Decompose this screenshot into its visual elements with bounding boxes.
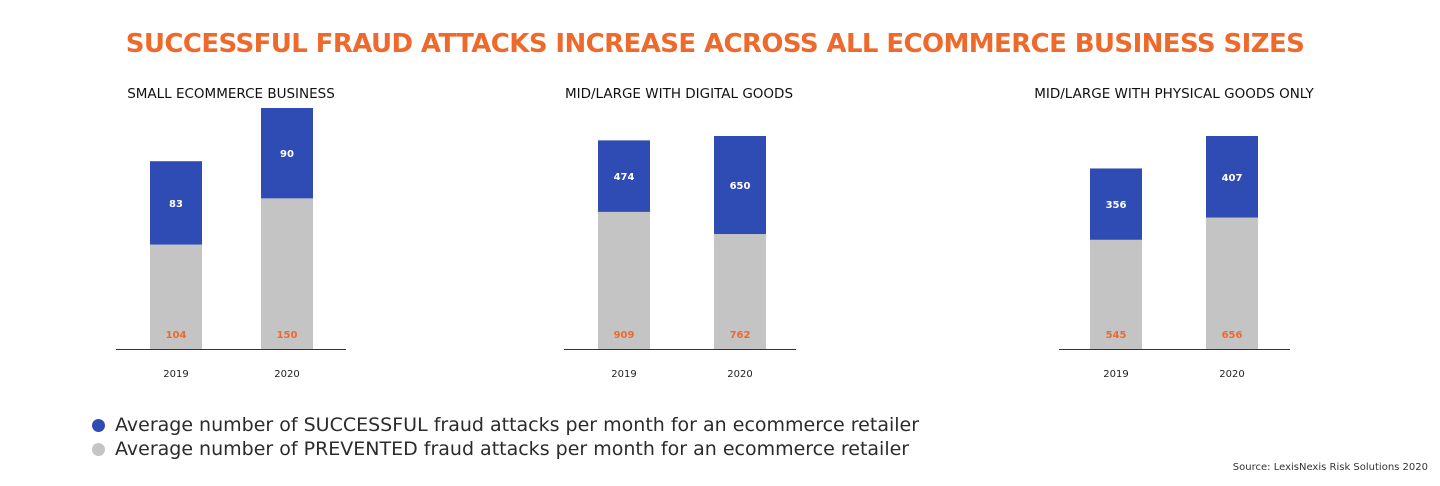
bar-successful	[598, 140, 650, 212]
legend-item-prevented: Average number of PREVENTED fraud attack…	[92, 437, 919, 461]
chart-title: MID/LARGE WITH PHYSICAL GOODS ONLY	[1034, 86, 1314, 102]
legend-item-successful: Average number of SUCCESSFUL fraud attac…	[92, 413, 919, 437]
bar-prevented	[714, 234, 766, 349]
data-label-successful: 407	[1222, 173, 1243, 184]
data-label-prevented: 545	[1106, 330, 1127, 341]
x-tick-label: 2020	[274, 369, 299, 380]
bar-prevented	[1090, 239, 1142, 349]
bar-successful	[1090, 168, 1142, 240]
data-label-prevented: 909	[614, 330, 635, 341]
data-label-successful: 90	[280, 149, 294, 160]
bar-successful	[1206, 136, 1258, 218]
chart-title: SMALL ECOMMERCE BUSINESS	[127, 86, 335, 102]
source-note: Source: LexisNexis Risk Solutions 2020	[1232, 462, 1428, 473]
bar-successful	[714, 136, 766, 235]
legend-swatch-successful	[92, 418, 105, 432]
data-label-prevented: 656	[1222, 330, 1243, 341]
data-label-successful: 474	[614, 172, 635, 183]
bar-prevented	[1206, 217, 1258, 349]
bar-successful	[261, 108, 313, 199]
data-label-successful: 356	[1106, 200, 1127, 211]
bar-successful	[150, 161, 202, 245]
legend: Average number of SUCCESSFUL fraud attac…	[92, 413, 919, 461]
legend-label-prevented: Average number of PREVENTED fraud attack…	[115, 438, 910, 460]
legend-label-successful: Average number of SUCCESSFUL fraud attac…	[115, 414, 920, 436]
data-label-prevented: 150	[277, 330, 298, 341]
bar-prevented	[150, 244, 202, 349]
data-label-successful: 650	[730, 181, 751, 192]
chart-title: MID/LARGE WITH DIGITAL GOODS	[565, 86, 793, 102]
x-tick-label: 2019	[611, 369, 636, 380]
legend-swatch-prevented	[92, 442, 105, 456]
x-tick-label: 2019	[163, 369, 188, 380]
data-label-prevented: 762	[730, 330, 751, 341]
x-tick-label: 2020	[727, 369, 752, 380]
data-label-successful: 83	[169, 199, 183, 210]
x-tick-label: 2020	[1219, 369, 1244, 380]
page-title: SUCCESSFUL FRAUD ATTACKS INCREASE ACROSS…	[125, 29, 1305, 59]
charts-area: SMALL ECOMMERCE BUSINESS 104 83 2019 150 90 20…	[116, 86, 1315, 380]
bar-prevented	[261, 198, 313, 349]
bar-prevented	[598, 211, 650, 349]
x-tick-label: 2019	[1103, 369, 1128, 380]
data-label-prevented: 104	[166, 330, 187, 341]
